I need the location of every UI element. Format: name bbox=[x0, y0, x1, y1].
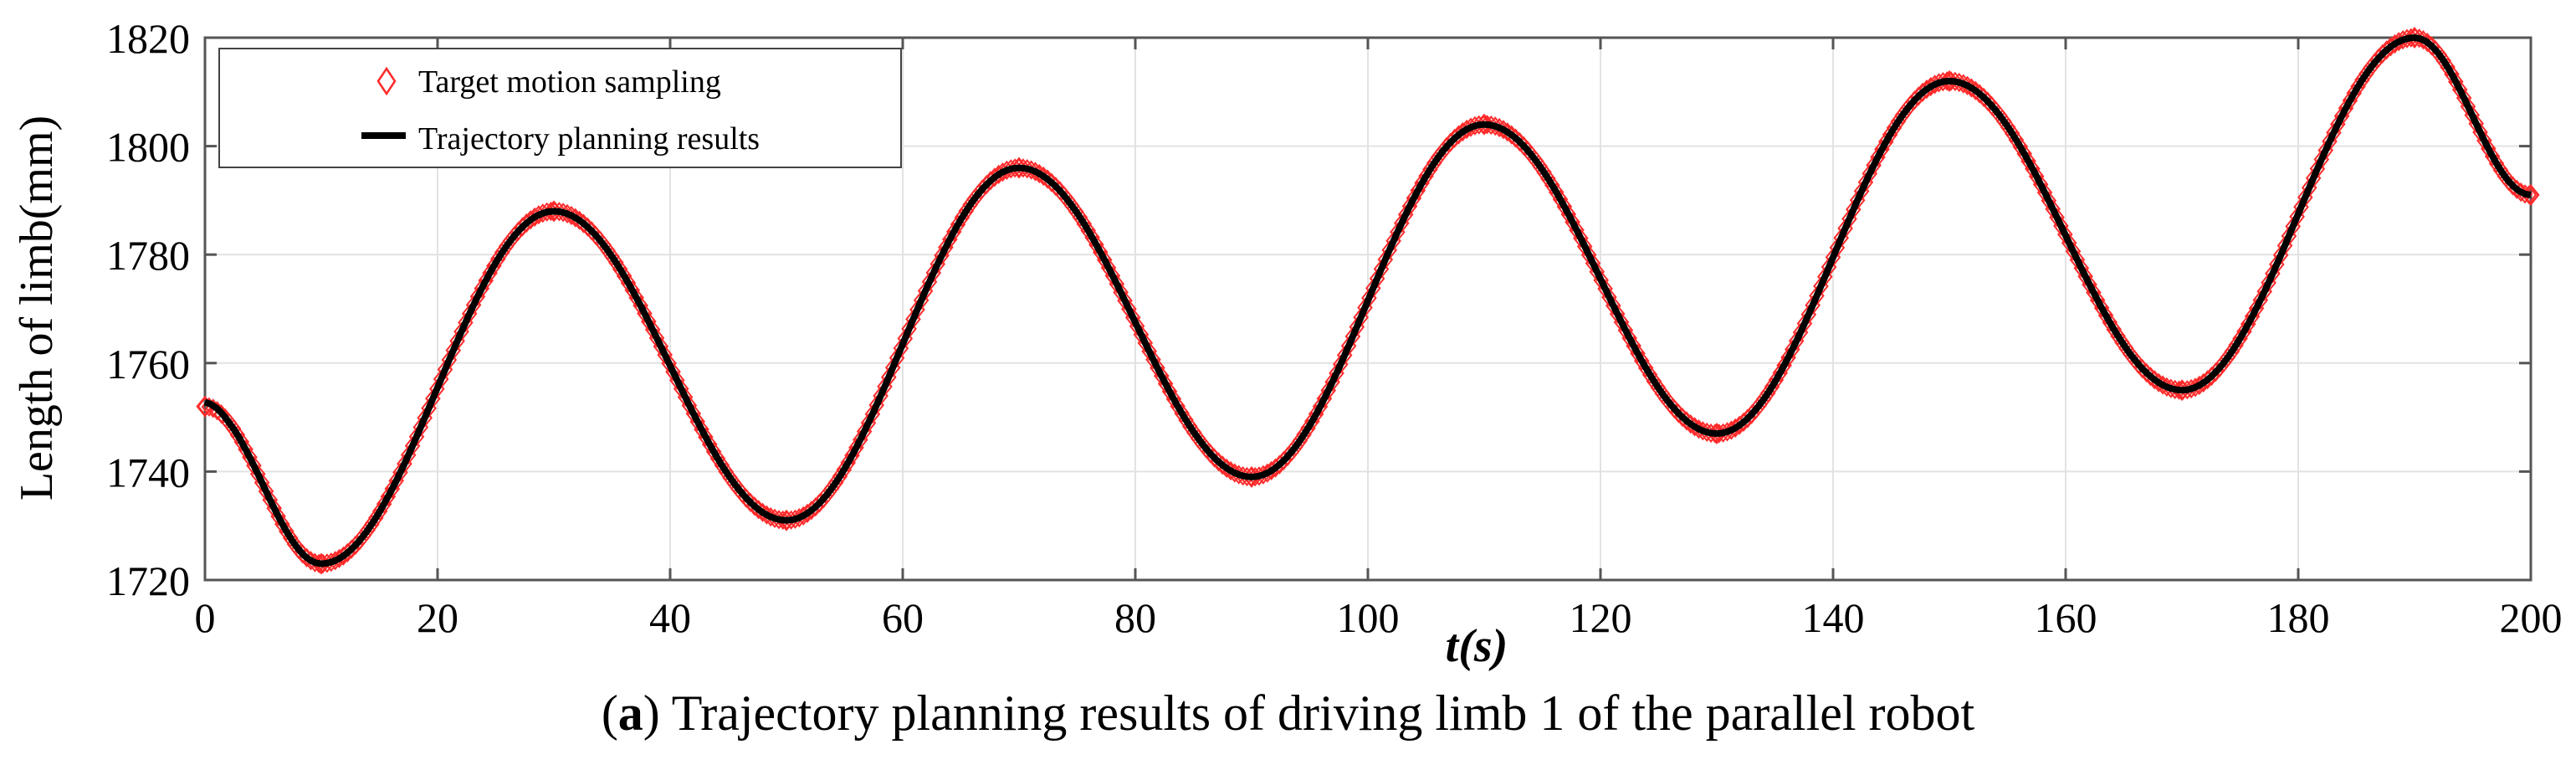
x-tick-label: 200 bbox=[2500, 594, 2563, 641]
y-tick-label: 1720 bbox=[106, 557, 190, 604]
axis-ticks bbox=[203, 36, 2532, 582]
legend-entry-target: Target motion sampling bbox=[418, 64, 721, 100]
x-tick-label: 0 bbox=[195, 594, 216, 641]
x-tick-label: 180 bbox=[2267, 594, 2330, 641]
target-point bbox=[1010, 157, 1028, 179]
caption-label: a bbox=[617, 685, 643, 741]
x-tick-label: 160 bbox=[2035, 594, 2097, 641]
legend: Target motion sampling Trajectory planni… bbox=[218, 48, 902, 168]
x-tick-label: 100 bbox=[1337, 594, 1400, 641]
series-trajectory-planning-results bbox=[203, 34, 2532, 567]
y-tick-label: 1780 bbox=[106, 232, 190, 279]
y-tick-label: 1760 bbox=[106, 341, 190, 388]
target-point bbox=[1475, 113, 1493, 136]
target-point bbox=[1940, 69, 1959, 92]
x-tick-label: 60 bbox=[882, 594, 924, 641]
x-axis-title: t(s) bbox=[1446, 620, 1508, 672]
legend-diamond-icon bbox=[376, 66, 397, 96]
figure-caption: (a) Trajectory planning results of drivi… bbox=[601, 685, 1975, 741]
x-tick-label: 120 bbox=[1570, 594, 1632, 641]
x-tick-label: 80 bbox=[1114, 594, 1156, 641]
x-tick-label: 40 bbox=[649, 594, 691, 641]
y-tick-label: 1800 bbox=[106, 124, 190, 171]
tick-labels: 0 20 40 60 80 100 120 140 160 180 200 1720 1740 1760 1… bbox=[106, 15, 2563, 641]
y-axis-title: Length of limb(mm) bbox=[11, 116, 63, 501]
legend-box bbox=[218, 48, 902, 168]
y-tick-label: 1820 bbox=[106, 15, 190, 62]
y-tick-label: 1740 bbox=[106, 449, 190, 495]
caption-text: Trajectory planning results of driving l… bbox=[671, 685, 1975, 741]
trajectory-line bbox=[203, 34, 2532, 567]
x-tick-label: 20 bbox=[417, 594, 458, 641]
target-point bbox=[2405, 27, 2424, 49]
x-tick-label: 140 bbox=[1802, 594, 1865, 641]
target-point bbox=[545, 200, 563, 223]
legend-entry-trajectory: Trajectory planning results bbox=[418, 121, 760, 157]
